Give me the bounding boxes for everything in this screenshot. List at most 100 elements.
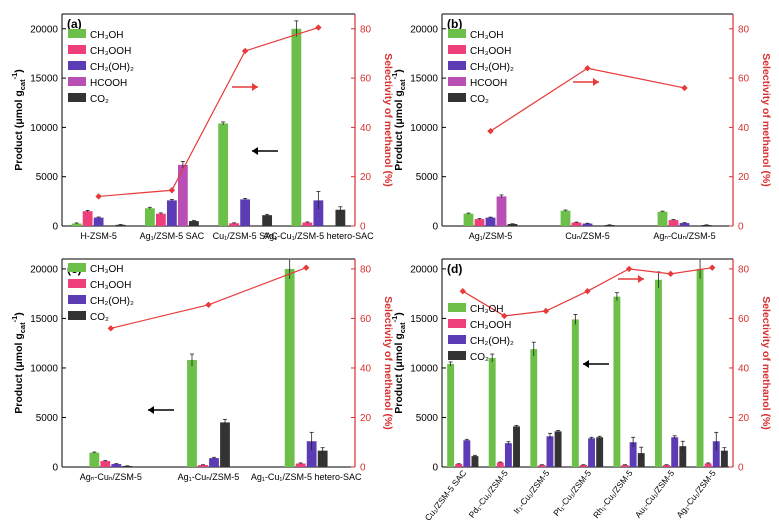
- bar-hcooh-1: [177, 164, 188, 226]
- legend-swatch: [448, 351, 466, 360]
- bar-ch3oh-2: [530, 349, 538, 467]
- y-axis-title: Product (μmol gcat-1): [10, 69, 27, 171]
- legend-label: CH₂(OH)₂: [470, 336, 514, 347]
- y2-tick-label: 20: [738, 413, 750, 424]
- bar-ch3ooh-2: [229, 223, 240, 226]
- legend-label: CO₂: [470, 94, 489, 105]
- legend-label: CH₃OOH: [90, 46, 131, 57]
- y-tick-label: 20000: [30, 24, 58, 35]
- y-tick-label: 15000: [410, 74, 438, 85]
- legend-swatch: [68, 279, 86, 288]
- bar-ch3ooh-2: [538, 465, 546, 467]
- legend-label: CH₃OH: [90, 30, 124, 41]
- y2-tick-label: 0: [738, 463, 744, 474]
- bar-ch2oh2-2: [306, 441, 317, 467]
- legend-swatch: [448, 303, 466, 312]
- y-axis-title-end: ): [13, 312, 25, 316]
- y2-tick-label: 80: [738, 264, 750, 275]
- y2-tick-label: 40: [360, 363, 372, 374]
- y-axis-title-sup: -1: [10, 316, 19, 323]
- legend-swatch: [448, 45, 466, 54]
- bar-ch3ooh-0: [100, 461, 111, 467]
- bar-co2-6: [720, 450, 728, 467]
- bar-ch2oh2-6: [712, 441, 720, 467]
- bar-ch3oh-3: [291, 28, 302, 227]
- y-tick-label: 5000: [36, 172, 59, 183]
- selectivity-point-3: [315, 24, 322, 31]
- bar-ch3ooh-1: [155, 213, 166, 226]
- y-tick-label: 15000: [30, 74, 58, 85]
- legend-swatch: [68, 295, 86, 304]
- legend-swatch: [448, 61, 466, 70]
- y2-tick-label: 80: [738, 24, 750, 35]
- bar-ch3ooh-0: [455, 464, 463, 467]
- y2-tick-label: 0: [360, 463, 366, 474]
- panel-b: 0 5000 10000 15000 20000 0 20 40 60 80 Product (μm…: [390, 13, 772, 241]
- legend-label: CO₂: [90, 312, 109, 323]
- y2-tick-label: 40: [738, 363, 750, 374]
- y-tick-label: 0: [52, 222, 58, 233]
- y-axis-title: Product (μmol gcat-1): [390, 69, 407, 171]
- x-tick-label: Ag₁/ZSM-5: [469, 231, 513, 241]
- y-axis-title-sub: cat: [398, 79, 407, 90]
- selectivity-point-0: [487, 127, 494, 135]
- y2-tick-label: 0: [360, 222, 366, 233]
- bar-co2-2: [554, 431, 562, 467]
- legend-label: HCOOH: [470, 78, 507, 89]
- bar-ch3oh-0: [89, 452, 100, 467]
- bar-co2-2: [317, 450, 328, 467]
- bar-ch2oh2-3: [313, 200, 324, 226]
- bar-ch3oh-1: [560, 210, 571, 226]
- y-tick-label: 20000: [30, 264, 58, 275]
- y-axis-title-sup: -1: [390, 316, 399, 323]
- bar-co2-2: [262, 215, 273, 226]
- y-axis-title-sub: cat: [398, 322, 407, 333]
- legend-swatch: [68, 45, 86, 54]
- x-tick-label: Ag₁-Cu₁/ZSM-5 hetero-SAC: [263, 231, 374, 241]
- legend-swatch: [68, 61, 86, 70]
- bar-ch3oh-1: [144, 208, 155, 226]
- bar-ch3ooh-0: [474, 219, 485, 226]
- legend-swatch: [448, 319, 466, 328]
- bar-co2-0: [507, 224, 518, 226]
- bar-ch3oh-2: [657, 211, 668, 226]
- x-tick-label: Cu₁/ZSM-5 SAC: [423, 468, 469, 520]
- bar-ch2oh2-3: [588, 438, 596, 467]
- bar-ch2oh2-5: [671, 437, 679, 467]
- bar-ch3ooh-6: [704, 463, 712, 467]
- y2-axis-title: Selectivity of methanol (%): [760, 296, 772, 430]
- bar-ch3oh-6: [696, 268, 704, 467]
- bar-ch2oh2-1: [582, 223, 593, 226]
- legend-label: CH₂(OH)₂: [470, 62, 514, 73]
- y-axis-title-sub: cat: [18, 79, 27, 90]
- y-axis-title-sub: cat: [18, 322, 27, 333]
- y-tick-label: 15000: [410, 314, 438, 325]
- bar-hcooh-0: [496, 196, 507, 226]
- x-tick-label: Ag₁-Cu₁/ZSM-5: [674, 468, 718, 520]
- x-tick-label: Pd₁-Cu₁/ZSM-5: [467, 468, 511, 520]
- bar-co2-3: [596, 437, 604, 467]
- legend-label: CH₂(OH)₂: [90, 62, 134, 73]
- y2-axis-title: Selectivity of methanol (%): [382, 296, 394, 430]
- x-tick-label: Cuₙ/ZSM-5: [565, 231, 610, 241]
- legend-label: CH₂(OH)₂: [90, 296, 134, 307]
- y2-tick-label: 20: [738, 172, 750, 183]
- y2-tick-label: 80: [360, 264, 372, 275]
- x-tick-label: Agₙ-Cuₙ/ZSM-5: [80, 472, 142, 482]
- selectivity-point-2: [302, 264, 310, 271]
- y-tick-label: 0: [52, 463, 58, 474]
- y2-tick-label: 80: [360, 24, 372, 35]
- selectivity-line: [490, 67, 685, 132]
- left-arrowhead-icon: [583, 360, 589, 368]
- bar-ch2oh2-2: [679, 223, 690, 226]
- y2-tick-label: 60: [360, 314, 372, 325]
- bar-ch3ooh-2: [295, 463, 306, 467]
- y-tick-label: 5000: [36, 413, 59, 424]
- bar-co2-2: [701, 225, 712, 226]
- legend-swatch: [448, 77, 466, 86]
- panel-d: 0 5000 10000 15000 20000 0 20 40 60 80 Product (μm…: [390, 258, 772, 520]
- bar-ch3ooh-1: [571, 222, 582, 226]
- x-tick-label: Au₁-Cu₁/ZSM-5: [633, 468, 677, 520]
- bar-co2-1: [188, 221, 199, 226]
- y-tick-label: 20000: [410, 264, 438, 275]
